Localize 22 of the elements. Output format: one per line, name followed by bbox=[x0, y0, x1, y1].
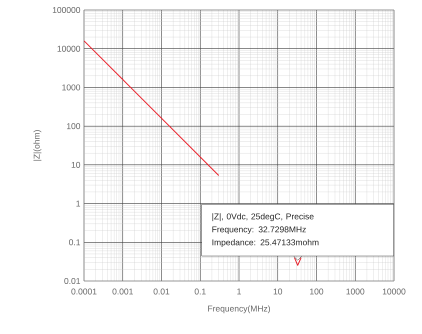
x-tick-label: 0.01 bbox=[154, 288, 170, 295]
annotation: Impedance: 25.47133mohm bbox=[212, 239, 318, 248]
y-tick-label: 0.1 bbox=[69, 239, 80, 246]
x-tick-label: 1 bbox=[237, 288, 241, 294]
y-tick-label: 0.01 bbox=[64, 278, 80, 284]
x-tick-label: 0.0001 bbox=[71, 288, 97, 295]
x-axis-title: Frequency(MHz) bbox=[208, 305, 270, 314]
y-tick-label: 100000 bbox=[52, 7, 80, 13]
x-tick-label: 0.001 bbox=[112, 288, 133, 295]
annotation: Frequency: 32.7298MHz bbox=[212, 226, 306, 234]
y-tick-label: 1 bbox=[76, 200, 80, 206]
x-tick-label: 1000 bbox=[346, 288, 364, 295]
y-tick-label: 1000 bbox=[62, 84, 80, 90]
x-tick-label: 10000 bbox=[382, 288, 406, 295]
x-tick-label: 0.1 bbox=[194, 288, 206, 295]
y-tick-label: 100 bbox=[66, 123, 80, 130]
y-tick-label: 10 bbox=[72, 162, 80, 168]
y-axis-title: |Z|(ohm) bbox=[33, 130, 42, 161]
annotation: |Z|, 0Vdc, 25degC, Precise bbox=[212, 213, 314, 222]
y-tick-label: 10000 bbox=[58, 46, 80, 52]
x-tick-label: 100 bbox=[310, 288, 324, 295]
x-tick-label: 10 bbox=[274, 288, 282, 295]
